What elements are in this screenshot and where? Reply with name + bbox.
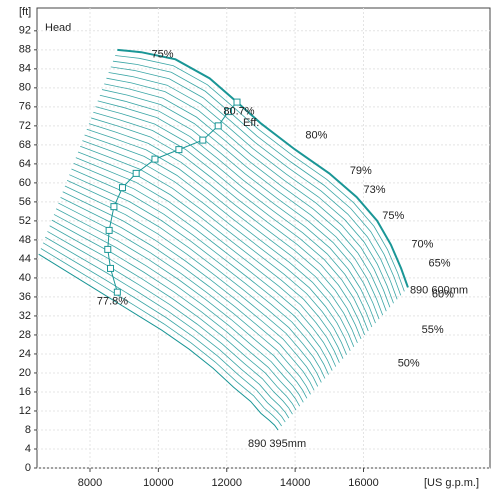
annotation: 80.7% [223, 106, 254, 118]
x-tick-label: 16000 [348, 477, 379, 489]
diameter-curve [71, 168, 333, 371]
diameter-curve [73, 162, 337, 367]
y-tick-label: 16 [19, 386, 31, 398]
eff-point [110, 203, 118, 211]
eff-point [132, 169, 140, 177]
series-label: 890 395mm [248, 438, 306, 450]
diameter-curve [101, 89, 384, 316]
annotation: 65% [428, 258, 450, 270]
x-tick-label: 12000 [211, 477, 242, 489]
y-tick-label: 24 [19, 348, 31, 360]
series-label: 890 600mm [410, 284, 468, 296]
x-tick-label: 14000 [280, 477, 311, 489]
diameter-curve [42, 242, 286, 423]
y-tick-label: 76 [19, 101, 31, 113]
series-line [38, 253, 279, 431]
y-tick-label: 72 [19, 120, 31, 132]
y-tick-label: 12 [19, 405, 31, 417]
y-axis-label: [ft] [19, 6, 31, 18]
x-tick-label: 10000 [143, 477, 174, 489]
annotation: 70% [411, 239, 433, 251]
diameter-curve [95, 106, 373, 328]
annotation: 77.8% [97, 296, 128, 308]
diameter-curve [115, 55, 405, 292]
series-line [117, 48, 409, 288]
diameter-curve [51, 219, 301, 407]
y-tick-label: 20 [19, 367, 31, 379]
diameter-curve [49, 225, 297, 411]
annotation: 79% [350, 165, 372, 177]
diameter-curve [104, 83, 387, 312]
eff-point [199, 136, 207, 144]
diameter-curve [53, 214, 304, 403]
diameter-curve [62, 191, 319, 387]
head-label: Head [45, 22, 71, 34]
eff-point [105, 226, 113, 234]
annotation: 50% [398, 357, 420, 369]
eff-point [233, 98, 241, 106]
eff-point [118, 184, 126, 192]
y-tick-label: 0 [25, 462, 31, 474]
series-label: Eff. [243, 117, 259, 129]
eff-point [224, 108, 232, 116]
diameter-curve [40, 248, 282, 427]
y-tick-label: 8 [25, 424, 31, 436]
y-tick-label: 60 [19, 177, 31, 189]
eff-point [104, 245, 112, 253]
diameter-curve [91, 117, 366, 336]
diameter-curve [66, 180, 326, 379]
y-tick-label: 32 [19, 310, 31, 322]
x-axis-label: [US g.p.m.] [424, 477, 479, 489]
diameter-curve [93, 111, 369, 332]
eff-point [214, 122, 222, 130]
diameter-curve [97, 100, 376, 324]
y-tick-label: 56 [19, 196, 31, 208]
y-tick-label: 48 [19, 234, 31, 246]
y-tick-label: 68 [19, 139, 31, 151]
y-tick-label: 92 [19, 25, 31, 37]
eff-point [151, 155, 159, 163]
eff-point [175, 146, 183, 154]
y-tick-label: 80 [19, 82, 31, 94]
y-tick-label: 4 [25, 443, 31, 455]
diameter-curve [55, 208, 308, 399]
eff-point [107, 264, 115, 272]
y-tick-label: 64 [19, 158, 31, 170]
diameter-curve [86, 128, 358, 344]
diameter-curve [69, 174, 329, 375]
eff-point [113, 288, 121, 296]
annotation: 80% [305, 129, 327, 141]
annotation: 75% [152, 48, 174, 60]
diameter-curve [60, 197, 315, 391]
diameter-curve [110, 66, 398, 300]
annotation: 60% [432, 288, 454, 300]
y-tick-label: 40 [19, 272, 31, 284]
y-tick-label: 44 [19, 253, 31, 265]
diameter-curve [108, 72, 394, 304]
diameter-curve [88, 123, 362, 340]
series-line [107, 101, 238, 293]
y-tick-label: 28 [19, 329, 31, 341]
annotation: 73% [364, 184, 386, 196]
y-tick-label: 88 [19, 44, 31, 56]
y-tick-label: 84 [19, 63, 31, 75]
x-tick-label: 8000 [78, 477, 102, 489]
diameter-curve [75, 157, 340, 363]
diameter-curve [64, 185, 322, 383]
diameter-curve [58, 202, 311, 395]
diameter-curve [80, 145, 347, 355]
annotation: 55% [422, 324, 444, 336]
diameter-curve [112, 60, 402, 296]
diameter-curve [82, 140, 351, 351]
y-tick-label: 52 [19, 215, 31, 227]
diameter-curve [45, 236, 290, 419]
annotation: 75% [382, 210, 404, 222]
diameter-curve [99, 94, 380, 320]
y-tick-label: 36 [19, 291, 31, 303]
diameter-curve [106, 77, 391, 308]
diameter-curve [84, 134, 355, 347]
plot-frame [36, 7, 491, 469]
